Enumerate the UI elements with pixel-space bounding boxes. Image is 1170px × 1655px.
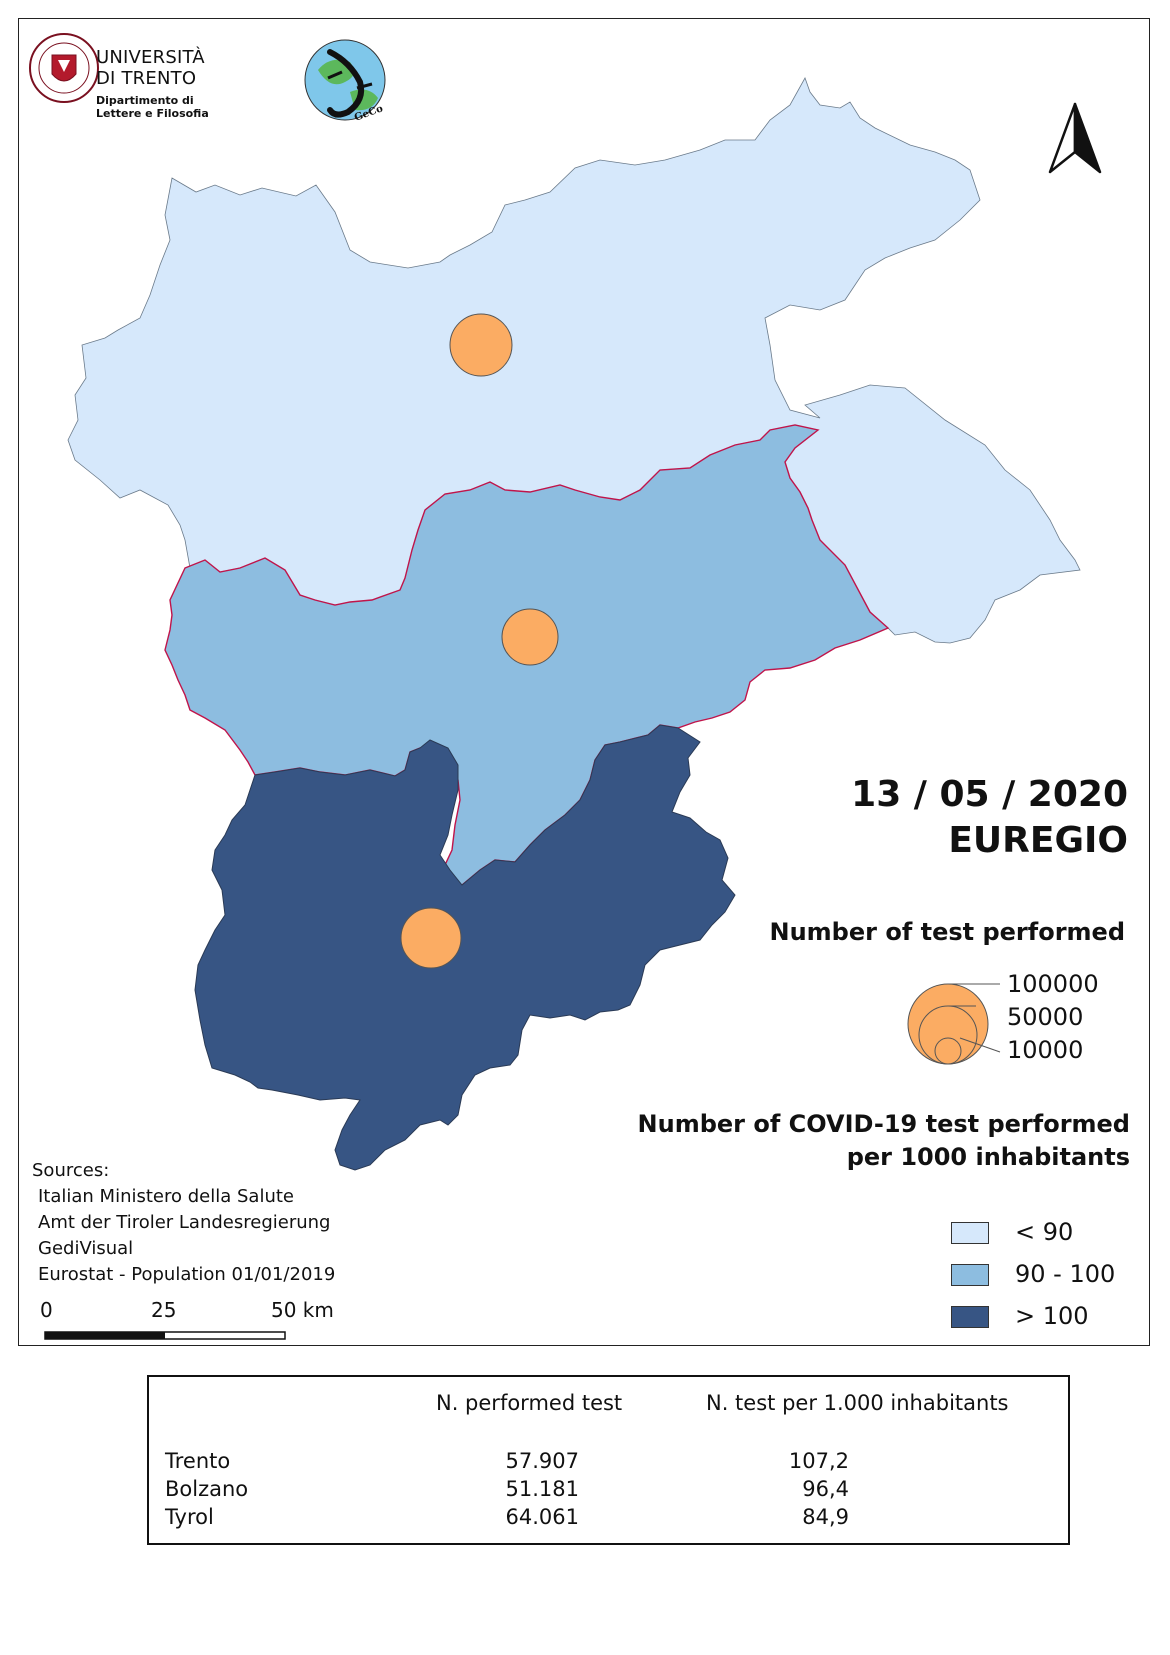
table-row-per-1000: 96,4 — [802, 1477, 849, 1501]
legend-swatch-mid — [951, 1264, 989, 1286]
legend-swatch-high — [951, 1306, 989, 1328]
table-row-name: Tyrol — [165, 1505, 214, 1529]
scale-label-25: 25 — [151, 1298, 177, 1322]
symbol-bolzano[interactable] — [501, 608, 559, 666]
table-row-per-1000: 107,2 — [788, 1449, 849, 1473]
legend-label-high: > 100 — [1015, 1302, 1089, 1330]
university-name-line1: UNIVERSITÀ — [96, 47, 205, 68]
university-seal-icon — [29, 33, 99, 103]
choropleth-legend-title-line2: per 1000 inhabitants — [846, 1143, 1130, 1171]
map-frame — [18, 18, 1150, 1346]
table-row-per-1000: 84,9 — [802, 1505, 849, 1529]
choropleth-legend-title-line1: Number of COVID-19 test performed — [637, 1110, 1130, 1138]
table-row-name: Trento — [165, 1449, 231, 1473]
source-item: Italian Ministero della Salute — [38, 1186, 294, 1207]
size-legend-label-50000: 50000 — [1007, 1003, 1084, 1031]
table-header-tests: N. performed test — [436, 1391, 623, 1415]
scale-label-50km: 50 km — [271, 1298, 334, 1322]
size-legend-circles — [907, 983, 1001, 1065]
symbol-trento[interactable] — [400, 907, 462, 969]
scale-label-0: 0 — [40, 1298, 53, 1322]
symbol-tyrol[interactable] — [449, 313, 513, 377]
legend-label-mid: 90 - 100 — [1015, 1260, 1116, 1288]
region-trento[interactable] — [194, 724, 736, 1171]
university-name-line2: DI TRENTO — [96, 68, 197, 89]
scale-bar — [44, 1331, 286, 1340]
table-row-tests: 64.061 — [505, 1505, 579, 1529]
department-line2: Lettere e Filosofia — [96, 107, 209, 120]
sources-heading: Sources: — [32, 1160, 110, 1181]
map-date-title: 13 / 05 / 2020 — [851, 774, 1128, 815]
legend-label-low: < 90 — [1015, 1218, 1074, 1246]
table-header-per-1000: N. test per 1.000 inhabitants — [706, 1391, 1009, 1415]
tests-legend-title: Number of test performed — [769, 918, 1126, 946]
map-region-title: EUREGIO — [948, 820, 1128, 861]
table-row-tests: 51.181 — [505, 1477, 579, 1501]
north-arrow-icon — [1048, 102, 1102, 174]
department-line1: Dipartimento di — [96, 94, 194, 107]
summary-table: N. performed test N. test per 1.000 inha… — [147, 1375, 1070, 1545]
size-legend-label-10000: 10000 — [1007, 1036, 1084, 1064]
table-row-name: Bolzano — [165, 1477, 249, 1501]
source-item: GediVisual — [38, 1238, 134, 1259]
source-item: Amt der Tiroler Landesregierung — [38, 1212, 331, 1233]
source-item: Eurostat - Population 01/01/2019 — [38, 1264, 336, 1285]
table-row-tests: 57.907 — [505, 1449, 579, 1473]
geco-logo-icon — [304, 39, 386, 121]
size-legend-label-100000: 100000 — [1007, 970, 1099, 998]
legend-swatch-low — [951, 1222, 989, 1244]
